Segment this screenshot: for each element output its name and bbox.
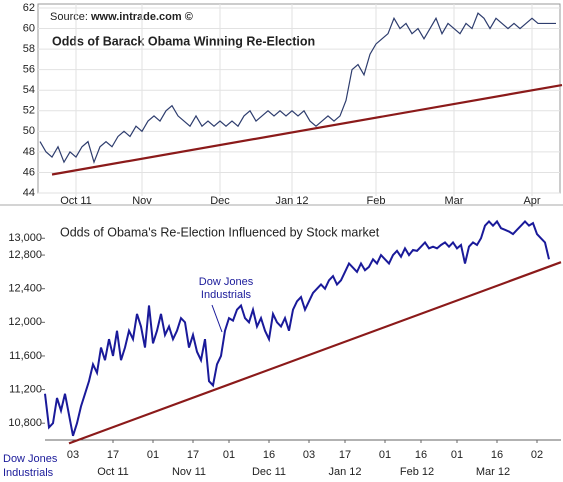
source-site: www.intrade.com © bbox=[90, 11, 193, 23]
x-group-label: Mar 12 bbox=[476, 466, 510, 478]
y-tick-label: 12,800 bbox=[8, 249, 42, 261]
x-tick-label: 03 bbox=[67, 449, 79, 461]
x-group-label: Nov 11 bbox=[172, 466, 206, 478]
x-tick-label: 02 bbox=[531, 449, 543, 461]
x-group-label: Oct 11 bbox=[97, 466, 129, 478]
y-tick-label: 12,400 bbox=[8, 283, 42, 295]
axis-note: Industrials bbox=[3, 467, 54, 479]
x-tick-label: Dec bbox=[210, 195, 230, 207]
y-tick-label: 58 bbox=[23, 43, 35, 55]
x-group-label: Feb 12 bbox=[400, 466, 434, 478]
y-tick-label: 62 bbox=[23, 2, 35, 14]
x-tick-label: 17 bbox=[187, 449, 199, 461]
x-tick-label: Mar bbox=[445, 195, 464, 207]
x-tick-label: Feb bbox=[367, 195, 386, 207]
x-tick-label: 16 bbox=[491, 449, 503, 461]
x-tick-label: Oct 11 bbox=[60, 195, 92, 207]
y-tick-label: 11,600 bbox=[9, 350, 42, 362]
x-tick-label: 01 bbox=[147, 449, 159, 461]
x-group-label: Jan 12 bbox=[328, 466, 361, 478]
trend-line bbox=[51, 83, 563, 176]
y-tick-label: 60 bbox=[23, 22, 35, 34]
y-tick-label: 13,000 bbox=[8, 232, 42, 244]
y-tick-label: 50 bbox=[23, 125, 35, 137]
x-tick-label: 16 bbox=[263, 449, 275, 461]
x-tick-label: 17 bbox=[107, 449, 119, 461]
x-tick-label: 01 bbox=[379, 449, 391, 461]
y-tick-label: 52 bbox=[23, 105, 35, 117]
y-tick-label: 48 bbox=[23, 146, 35, 158]
x-tick-label: 16 bbox=[415, 449, 427, 461]
chart-title: Odds of Barack Obama Winning Re-Election bbox=[52, 34, 315, 48]
y-tick-label: 12,000 bbox=[8, 316, 42, 328]
y-tick-label: 11,200 bbox=[9, 383, 42, 395]
y-tick-label: 54 bbox=[23, 84, 35, 96]
x-group-label: Dec 11 bbox=[252, 466, 286, 478]
annotation: Dow Jones bbox=[199, 276, 254, 288]
annotation-pointer bbox=[211, 304, 223, 333]
x-tick-label: Jan 12 bbox=[275, 195, 308, 207]
x-tick-label: Nov bbox=[132, 195, 152, 207]
y-tick-label: 10,800 bbox=[8, 417, 42, 429]
x-tick-label: Apr bbox=[523, 195, 540, 207]
y-tick-label: 44 bbox=[23, 187, 35, 199]
x-tick-label: 17 bbox=[339, 449, 351, 461]
chart-title: Odds of Obama's Re-Election Influenced b… bbox=[60, 225, 380, 239]
x-tick-label: 01 bbox=[451, 449, 463, 461]
y-tick-label: 56 bbox=[23, 64, 35, 76]
trend-line bbox=[68, 261, 562, 445]
annotation: Industrials bbox=[201, 289, 252, 301]
data-line bbox=[44, 219, 550, 437]
x-tick-label: 03 bbox=[303, 449, 315, 461]
x-tick-label: 01 bbox=[223, 449, 235, 461]
axis-note: Dow Jones bbox=[3, 453, 58, 465]
source-label: Source: bbox=[50, 11, 88, 23]
data-line bbox=[39, 12, 556, 165]
source: Source: www.intrade.com © bbox=[50, 11, 193, 23]
y-tick-label: 46 bbox=[23, 166, 35, 178]
